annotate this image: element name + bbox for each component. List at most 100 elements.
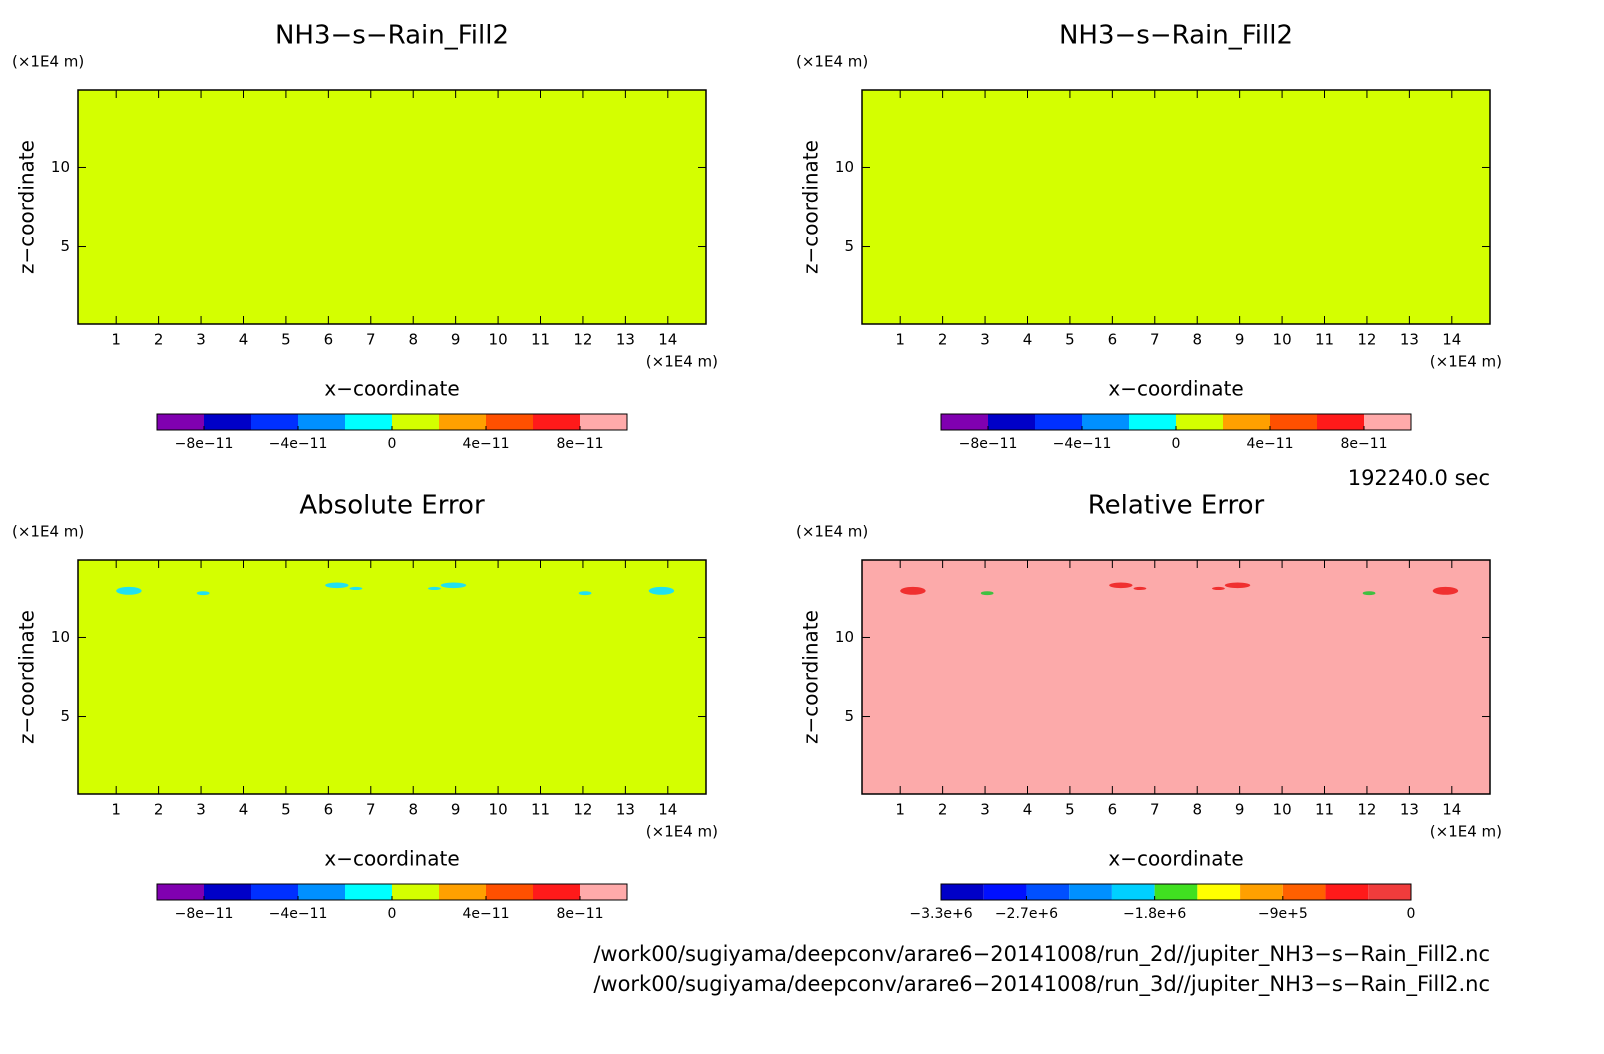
y-axis-label: z−coordinate [15, 610, 39, 744]
colorbar-tick-label: 4e−11 [1246, 436, 1293, 452]
colorbar-frame [940, 883, 1412, 901]
patch [196, 591, 210, 596]
colorbar-cell [486, 414, 533, 430]
colorbar-tick-label: 8e−11 [556, 436, 603, 452]
x-tick-label: 3 [980, 801, 990, 819]
colorbar-cell [1129, 414, 1176, 430]
x-tick-label: 13 [1400, 801, 1419, 819]
y-tick-label: 5 [60, 707, 70, 725]
x-tick-label: 14 [1442, 801, 1461, 819]
colorbar-cell [580, 884, 627, 900]
x-tick-label: 12 [1357, 331, 1376, 349]
colorbar-tick-label: −4e−11 [1053, 436, 1112, 452]
colorbar-cell [1240, 884, 1283, 900]
x-tick-label: 3 [196, 331, 206, 349]
x-tick-label: 11 [531, 801, 550, 819]
x-tick-label: 3 [196, 801, 206, 819]
x-tick-label: 8 [1192, 801, 1202, 819]
x-tick-label: 14 [658, 801, 677, 819]
chart-title: NH3−s−Rain_Fill2 [275, 21, 509, 51]
colorbar-cell [439, 884, 486, 900]
x-tick-label: 9 [1235, 331, 1245, 349]
colorbar-cell [486, 884, 533, 900]
y-unit: (×1E4 m) [12, 53, 84, 71]
patch [1362, 591, 1376, 596]
patch [428, 586, 441, 591]
y-unit: (×1E4 m) [12, 523, 84, 541]
patch [1109, 582, 1133, 589]
x-axis-label: x−coordinate [1108, 377, 1243, 401]
patch [578, 591, 592, 596]
colorbar-cell [157, 884, 204, 900]
y-tick-label: 10 [51, 628, 70, 646]
x-tick-label: 10 [489, 331, 508, 349]
colorbar-tick-label: −1.8e+6 [1123, 906, 1186, 922]
patch [900, 586, 926, 595]
x-tick-label: 4 [239, 331, 249, 349]
chart-title: NH3−s−Rain_Fill2 [1059, 21, 1293, 51]
x-tick-label: 2 [154, 331, 164, 349]
x-tick-label: 8 [408, 331, 418, 349]
x-tick-label: 9 [1235, 801, 1245, 819]
x-axis-label: x−coordinate [1108, 847, 1243, 871]
y-unit: (×1E4 m) [796, 53, 868, 71]
colorbar-cell [533, 884, 580, 900]
y-axis-label: z−coordinate [799, 610, 823, 744]
x-tick-label: 5 [281, 801, 291, 819]
x-axis-label: x−coordinate [324, 377, 459, 401]
x-tick-label: 13 [616, 331, 635, 349]
x-tick-label: 11 [1315, 331, 1334, 349]
colorbar-tick-label: −4e−11 [269, 436, 328, 452]
x-tick-label: 3 [980, 331, 990, 349]
y-tick-label: 10 [835, 628, 854, 646]
x-tick-label: 12 [573, 331, 592, 349]
colorbar-cell [1223, 414, 1270, 430]
y-tick-label: 5 [844, 237, 854, 255]
x-tick-label: 12 [573, 801, 592, 819]
x-tick-label: 2 [938, 331, 948, 349]
y-axis-label: z−coordinate [799, 140, 823, 274]
colorbar-cell [157, 414, 204, 430]
y-tick-label: 10 [51, 158, 70, 176]
colorbar-tick-label: −9e+5 [1258, 906, 1308, 922]
x-tick-label: 5 [281, 331, 291, 349]
colorbar-cell [392, 414, 439, 430]
colorbar-tick-label: 8e−11 [556, 906, 603, 922]
colorbar-cell [1082, 414, 1129, 430]
colorbar-cell [941, 414, 988, 430]
plot-frame [77, 89, 707, 325]
time-label: 192240.0 sec [1348, 466, 1490, 490]
colorbar-tick-label: 0 [1172, 436, 1181, 452]
colorbar-cell [1364, 414, 1411, 430]
colorbar-cell [988, 414, 1035, 430]
colorbar-cell [251, 884, 298, 900]
x-tick-label: 1 [895, 801, 905, 819]
colorbar-cell [392, 884, 439, 900]
colorbar-cell [941, 884, 984, 900]
x-unit: (×1E4 m) [646, 823, 718, 841]
colorbar-cell [251, 414, 298, 430]
x-tick-label: 4 [1023, 331, 1033, 349]
chart-title: Relative Error [1088, 491, 1265, 521]
colorbar-cell [345, 414, 392, 430]
patch [325, 582, 349, 589]
field [78, 560, 706, 794]
colorbar-cell [1026, 884, 1070, 900]
x-tick-label: 13 [616, 801, 635, 819]
colorbar-tick-label: −8e−11 [959, 436, 1018, 452]
colorbar-tick-label: −8e−11 [175, 436, 234, 452]
x-tick-label: 6 [324, 331, 334, 349]
patch [648, 586, 675, 595]
x-tick-label: 9 [451, 331, 461, 349]
x-tick-label: 11 [531, 331, 550, 349]
colorbar-cell [1317, 414, 1364, 430]
chart-title: Absolute Error [299, 491, 485, 521]
patch [116, 586, 142, 595]
patch [440, 582, 467, 589]
x-tick-label: 6 [324, 801, 334, 819]
x-tick-label: 6 [1108, 801, 1118, 819]
colorbar-cell [1368, 884, 1411, 900]
colorbar-tick-label: 4e−11 [462, 906, 509, 922]
colorbar-tick-label: −8e−11 [175, 906, 234, 922]
